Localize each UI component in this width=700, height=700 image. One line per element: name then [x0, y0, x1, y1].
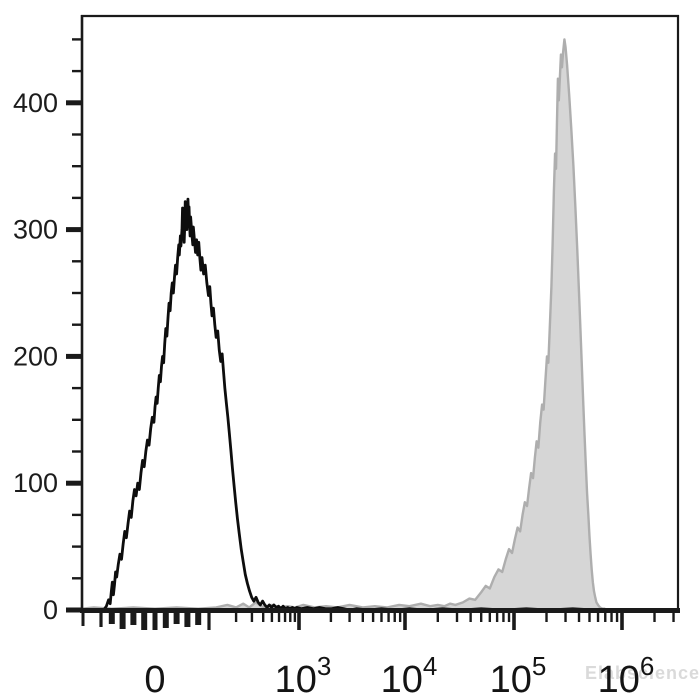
axis-labels: 0 100 200 300 400 0 103 104 105 106 [13, 88, 654, 700]
x-axis-tick-label: 104 [381, 651, 438, 700]
plot-frame [80, 14, 680, 613]
axis-ticks [66, 38, 675, 630]
x-axis-tick-label: 103 [275, 651, 332, 700]
x-axis-tick-label: 106 [598, 651, 655, 700]
gray-histogram-outline [82, 38, 606, 610]
watermark: Elabscience® [585, 663, 700, 683]
y-axis-tick-label: 300 [13, 215, 58, 245]
watermark-text: Elabscience [585, 663, 700, 683]
series-layer [82, 38, 606, 612]
y-axis-tick-label: 100 [13, 468, 58, 498]
y-axis-tick-label: 200 [13, 341, 58, 371]
y-axis-tick-label: 0 [43, 595, 58, 625]
x-axis-tick-label: 105 [490, 651, 547, 700]
gray-histogram-fill [82, 39, 606, 610]
y-axis-tick-label: 400 [13, 88, 58, 118]
x-axis-tick-label: 0 [144, 659, 165, 700]
